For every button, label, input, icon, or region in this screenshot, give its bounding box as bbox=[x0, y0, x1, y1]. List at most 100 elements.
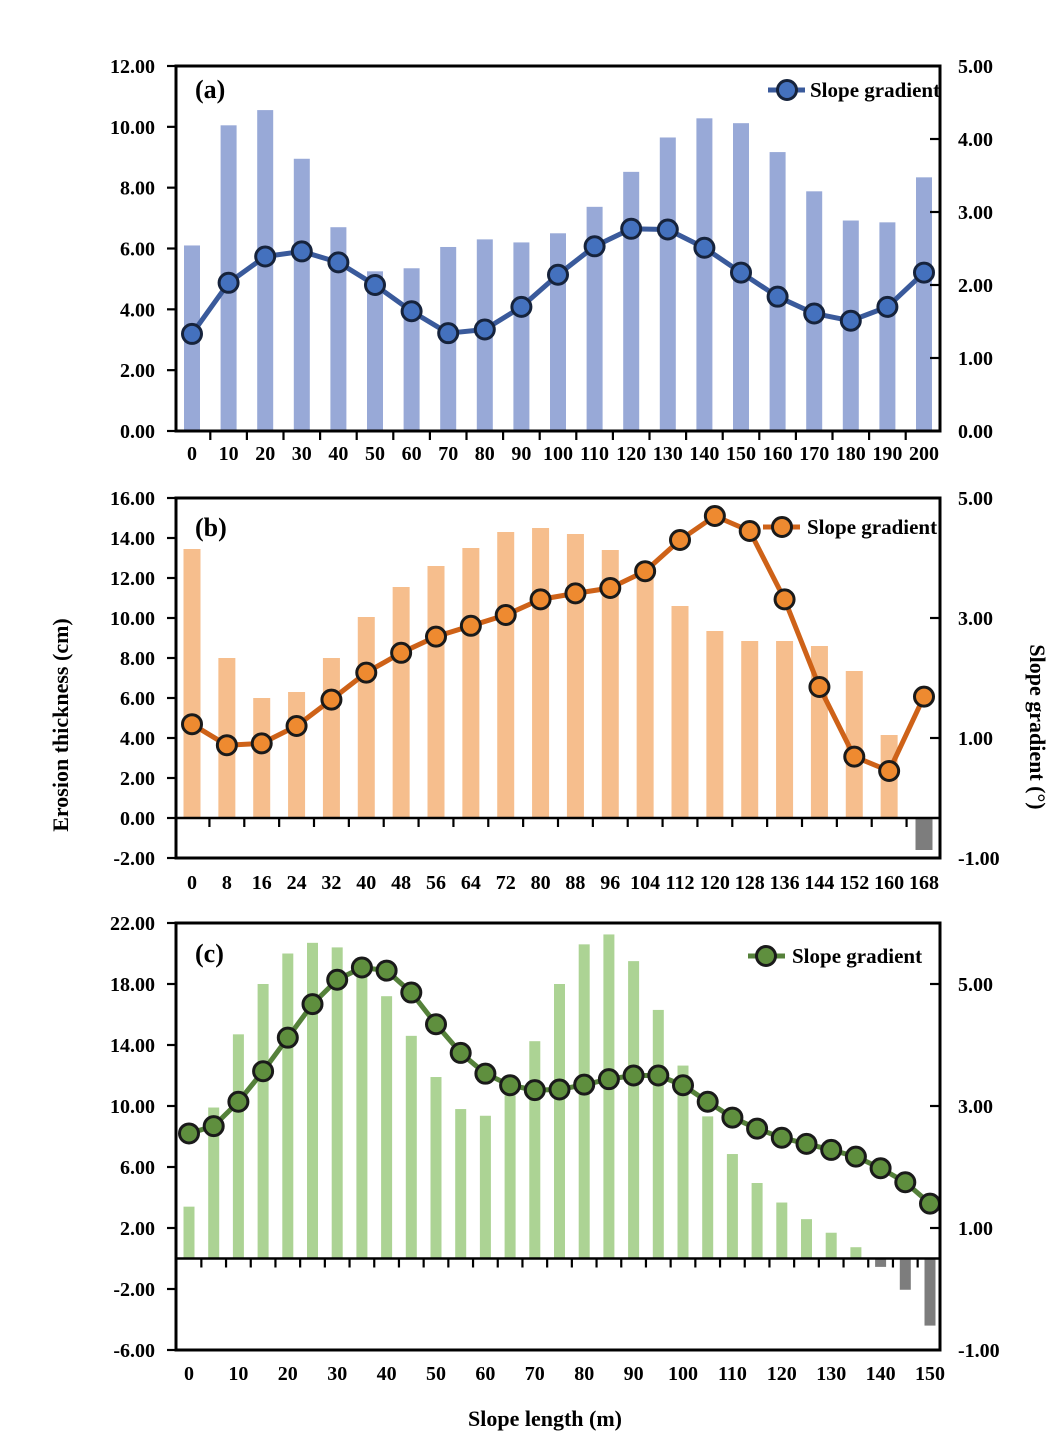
right-axis-tick-label: 5.00 bbox=[958, 488, 993, 510]
x-axis-tick-label: 24 bbox=[287, 872, 307, 894]
right-axis-tick-label: 4.00 bbox=[958, 129, 993, 151]
x-axis-tick-label: 180 bbox=[836, 443, 866, 465]
bar bbox=[751, 1183, 763, 1259]
data-point-marker bbox=[919, 1192, 941, 1215]
panel-b: -2.00 0.00 2.00 4.00 6.00 8.00 10.00 12.00 14.00… bbox=[110, 488, 1000, 894]
bar bbox=[307, 942, 318, 1259]
bar bbox=[513, 242, 530, 431]
data-point-marker bbox=[696, 1090, 719, 1113]
bar bbox=[403, 268, 420, 431]
left-axis-tick-label: 18.00 bbox=[110, 974, 155, 996]
left-axis-tick-label: 2.00 bbox=[120, 360, 155, 382]
x-axis-tick-label: 0 bbox=[187, 443, 197, 465]
bar bbox=[916, 177, 932, 431]
slope-gradient-line bbox=[189, 513, 927, 774]
right-axis-tick-label: 3.00 bbox=[958, 608, 993, 630]
bar bbox=[601, 550, 619, 818]
plot-border bbox=[174, 921, 942, 1352]
x-axis-tick-label: 64 bbox=[461, 872, 481, 894]
data-point-marker bbox=[770, 1126, 793, 1149]
x-axis-tick-label: 140 bbox=[866, 1363, 896, 1385]
bar bbox=[392, 587, 410, 818]
right-axis-tick-label: 3.00 bbox=[958, 1096, 993, 1118]
left-axis-tick-label: 10.00 bbox=[110, 1096, 155, 1118]
x-axis-tick-label: 30 bbox=[327, 1363, 347, 1385]
data-point-marker bbox=[746, 1117, 769, 1140]
x-axis-tick-label: 168 bbox=[909, 872, 939, 894]
data-point-marker bbox=[703, 505, 726, 527]
x-axis-tick-label: 112 bbox=[666, 872, 695, 894]
x-axis-tick-label: 80 bbox=[574, 1363, 594, 1385]
x-axis-tick-label: 10 bbox=[228, 1363, 248, 1385]
left-axis-tick-label: 8.00 bbox=[120, 178, 155, 200]
data-point-marker bbox=[656, 218, 679, 241]
bar bbox=[405, 1035, 417, 1259]
x-axis-tick-label: 60 bbox=[475, 1363, 495, 1385]
data-point-marker bbox=[364, 274, 386, 296]
x-axis-tick-label: 110 bbox=[580, 443, 609, 465]
left-axis-tick-label: 0.00 bbox=[120, 808, 155, 830]
data-point-marker bbox=[808, 676, 831, 698]
data-point-marker bbox=[730, 261, 752, 284]
bar bbox=[706, 631, 724, 818]
x-axis-tick-label: 20 bbox=[255, 443, 275, 465]
x-axis-tick-label: 200 bbox=[909, 443, 939, 465]
bar bbox=[322, 658, 340, 818]
data-point-marker bbox=[301, 993, 324, 1016]
right-axis-tick-label: 3.00 bbox=[958, 202, 993, 224]
data-point-marker bbox=[738, 520, 761, 542]
bar bbox=[288, 692, 306, 818]
x-axis-tick-label: 10 bbox=[219, 443, 239, 465]
bar bbox=[550, 233, 566, 431]
legend: Slope gradient bbox=[768, 78, 940, 102]
data-point-marker bbox=[250, 732, 273, 755]
data-point-marker bbox=[178, 1122, 200, 1145]
data-point-marker bbox=[290, 240, 313, 263]
data-point-marker bbox=[459, 614, 482, 637]
bar bbox=[659, 137, 676, 432]
panel-letter: (b) bbox=[195, 513, 227, 542]
data-point-marker bbox=[583, 235, 606, 258]
data-point-marker bbox=[913, 685, 935, 708]
x-axis-tick-label: 72 bbox=[496, 872, 516, 894]
data-point-marker bbox=[878, 760, 901, 782]
bar bbox=[462, 548, 480, 818]
data-point-marker bbox=[573, 1073, 596, 1096]
x-axis-tick-label: 152 bbox=[839, 872, 869, 894]
left-axis-tick-label: 16.00 bbox=[110, 488, 155, 510]
bar bbox=[924, 1258, 936, 1326]
x-axis-tick-label: 40 bbox=[356, 872, 376, 894]
data-point-marker bbox=[634, 560, 657, 583]
bar bbox=[628, 961, 640, 1259]
x-axis-tick-label: 128 bbox=[735, 872, 765, 894]
bar bbox=[879, 222, 896, 431]
bar bbox=[652, 1009, 664, 1259]
left-axis-tick-label: -2.00 bbox=[113, 1279, 155, 1301]
data-point-marker bbox=[276, 1026, 299, 1049]
bar bbox=[183, 1206, 195, 1259]
left-axis-tick-label: 6.00 bbox=[120, 1157, 155, 1179]
bar bbox=[603, 934, 615, 1259]
data-point-marker bbox=[449, 1041, 472, 1064]
x-axis-tick-label: 110 bbox=[718, 1363, 747, 1385]
x-axis-tick-label: 32 bbox=[321, 872, 341, 894]
left-axis-tick-label: 12.00 bbox=[110, 56, 155, 78]
data-point-marker bbox=[252, 1060, 275, 1083]
legend-label: Slope gradient bbox=[807, 515, 937, 539]
data-point-marker bbox=[839, 309, 862, 332]
x-axis-tick-label: 40 bbox=[328, 443, 348, 465]
bar bbox=[586, 206, 603, 431]
x-axis-tick-label: 160 bbox=[763, 443, 793, 465]
left-axis-tick-label: 0.00 bbox=[120, 421, 155, 443]
left-axis-tick-label: 10.00 bbox=[110, 608, 155, 630]
data-point-marker bbox=[327, 251, 350, 274]
y-axis-label-left: Erosion thickness (cm) bbox=[48, 618, 73, 832]
data-point-marker bbox=[766, 285, 789, 308]
bar bbox=[253, 698, 271, 818]
x-axis-tick-label: 60 bbox=[402, 443, 422, 465]
left-axis-tick-label: 10.00 bbox=[110, 117, 155, 139]
right-axis-tick-label: 0.00 bbox=[958, 421, 993, 443]
right-axis-tick-label: -1.00 bbox=[958, 848, 1000, 870]
panel-a: 0.00 2.00 4.00 6.00 8.00 10.00 12.00 0.00 1.00 2.… bbox=[110, 56, 993, 465]
